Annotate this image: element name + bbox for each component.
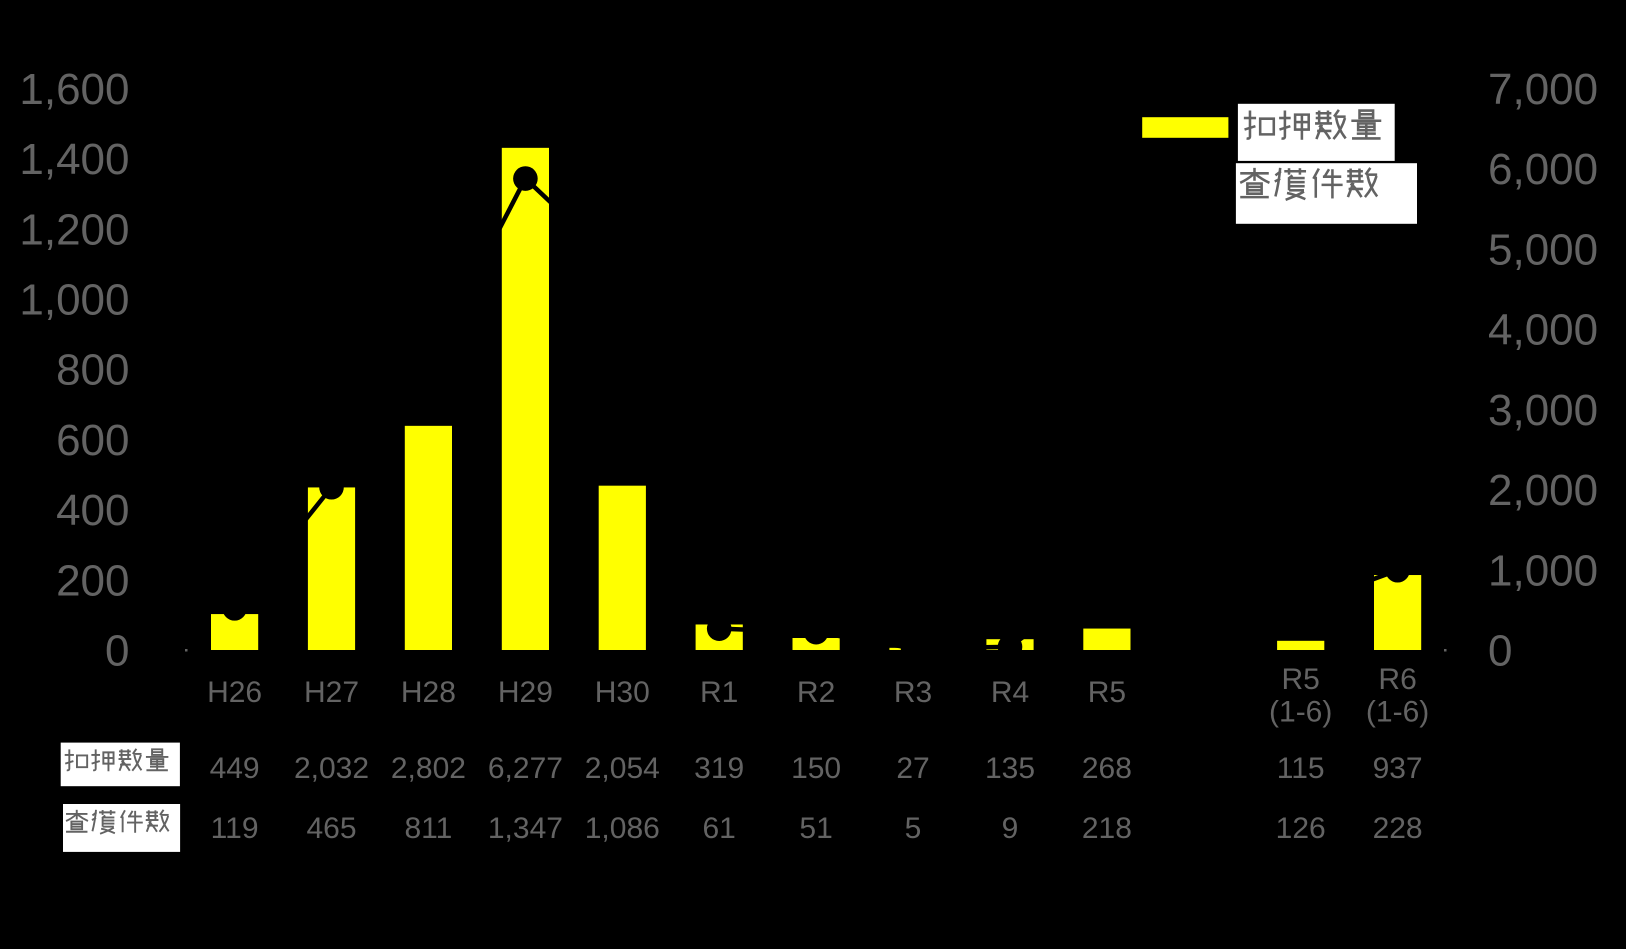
svg-text:5: 5 — [905, 812, 922, 845]
svg-text:119: 119 — [211, 812, 259, 845]
svg-text:2,802: 2,802 — [391, 752, 466, 785]
svg-text:H27: H27 — [304, 676, 359, 709]
svg-text:1,200: 1,200 — [19, 205, 129, 254]
svg-text:61: 61 — [703, 812, 736, 845]
svg-text:937: 937 — [1373, 752, 1423, 785]
svg-text:1,600: 1,600 — [19, 65, 129, 114]
svg-text:6,000: 6,000 — [1488, 145, 1598, 194]
svg-text:200: 200 — [56, 556, 129, 605]
svg-text:H29: H29 — [498, 676, 553, 709]
svg-text:465: 465 — [306, 812, 356, 845]
svg-text:1,086: 1,086 — [585, 812, 660, 845]
svg-text:115: 115 — [1277, 752, 1325, 785]
svg-text:2,000: 2,000 — [1488, 466, 1598, 515]
svg-text:135: 135 — [985, 752, 1035, 785]
svg-text:126: 126 — [1276, 812, 1326, 845]
svg-text:5,000: 5,000 — [1488, 226, 1598, 275]
svg-text:600: 600 — [56, 416, 129, 465]
svg-text:3,000: 3,000 — [1488, 386, 1598, 435]
svg-text:800: 800 — [56, 346, 129, 395]
svg-text:2,054: 2,054 — [585, 752, 660, 785]
svg-text:268: 268 — [1082, 752, 1132, 785]
svg-text:228: 228 — [1373, 812, 1423, 845]
svg-text:1,347: 1,347 — [488, 812, 563, 845]
svg-text:150: 150 — [791, 752, 841, 785]
svg-text:H28: H28 — [401, 676, 456, 709]
svg-text:218: 218 — [1082, 812, 1132, 845]
svg-text:0: 0 — [1488, 627, 1512, 676]
svg-text:0: 0 — [105, 627, 129, 676]
svg-text:H26: H26 — [207, 676, 262, 709]
svg-text:R3: R3 — [894, 676, 932, 709]
svg-text:R4: R4 — [991, 676, 1029, 709]
svg-text:51: 51 — [799, 812, 832, 845]
svg-text:R5: R5 — [1088, 676, 1126, 709]
svg-text:H30: H30 — [595, 676, 650, 709]
svg-text:1,000: 1,000 — [19, 276, 129, 325]
svg-text:27: 27 — [896, 752, 929, 785]
svg-text:2,032: 2,032 — [294, 752, 369, 785]
svg-text:9: 9 — [1002, 812, 1019, 845]
svg-text:7,000: 7,000 — [1488, 65, 1598, 114]
svg-text:(1-6): (1-6) — [1366, 696, 1429, 729]
svg-text:449: 449 — [210, 752, 260, 785]
svg-text:1,000: 1,000 — [1488, 546, 1598, 595]
svg-text:R1: R1 — [700, 676, 738, 709]
svg-text:R6: R6 — [1378, 663, 1416, 696]
svg-text:4,000: 4,000 — [1488, 306, 1598, 355]
svg-text:R2: R2 — [797, 676, 835, 709]
svg-text:319: 319 — [694, 752, 744, 785]
svg-text:400: 400 — [56, 486, 129, 535]
svg-text:R5: R5 — [1282, 663, 1320, 696]
svg-text:6,277: 6,277 — [488, 752, 563, 785]
svg-text:811: 811 — [404, 812, 452, 845]
svg-text:(1-6): (1-6) — [1269, 696, 1332, 729]
svg-text:1,400: 1,400 — [19, 135, 129, 184]
